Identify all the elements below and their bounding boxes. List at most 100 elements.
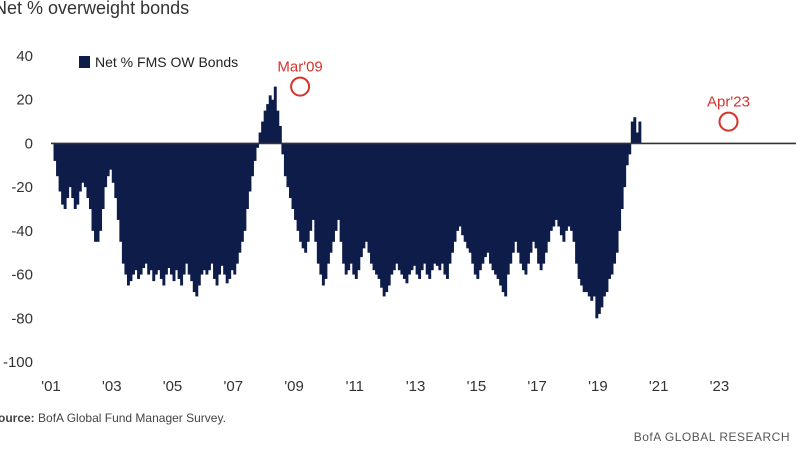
bar [175, 143, 178, 271]
bar [519, 143, 523, 264]
bar [552, 143, 556, 227]
bar [53, 143, 57, 161]
bar [243, 143, 247, 231]
chart-title: Net % overweight bonds [0, 0, 190, 18]
bar [253, 143, 257, 161]
bar [299, 143, 303, 242]
bar [428, 143, 432, 279]
bar [521, 143, 525, 271]
x-tick-label: '19 [588, 378, 608, 395]
bar [271, 99, 275, 144]
bar [152, 143, 156, 282]
bar [106, 143, 110, 177]
annotation-circle [290, 76, 311, 97]
bar [321, 143, 325, 286]
bar [430, 143, 434, 271]
bar [382, 143, 386, 297]
bar [149, 143, 153, 271]
bar [329, 143, 333, 253]
bar [489, 143, 492, 264]
bar [104, 143, 108, 188]
bar [587, 143, 591, 297]
bar [83, 143, 87, 188]
bar [261, 121, 265, 144]
x-tick-label: '05 [163, 378, 183, 395]
bar [572, 143, 576, 242]
y-tick-label: 20 [16, 92, 33, 109]
bar [289, 143, 292, 199]
bar [197, 143, 201, 286]
y-tick-label: -100 [3, 354, 33, 371]
bar [491, 143, 495, 271]
bar [628, 143, 632, 155]
bar [435, 143, 439, 266]
bar [445, 143, 449, 279]
bar [372, 143, 376, 271]
bar [134, 143, 138, 271]
bar [423, 143, 427, 264]
bar [132, 143, 135, 275]
x-tick-label: '13 [406, 378, 426, 395]
bar [283, 143, 287, 177]
bar [402, 143, 406, 279]
bar [638, 121, 642, 144]
bar [56, 143, 59, 177]
bar [499, 143, 503, 286]
bar [207, 143, 211, 271]
bar [387, 143, 391, 286]
bar [167, 143, 171, 269]
bar [258, 132, 262, 144]
y-tick-label: 0 [25, 135, 33, 152]
bar [195, 143, 199, 297]
bar [585, 143, 589, 293]
bar [509, 143, 513, 264]
bar [334, 143, 338, 231]
bar [582, 143, 586, 293]
bar [544, 143, 548, 253]
bar [380, 143, 384, 288]
bar [220, 143, 224, 266]
x-tick-label: '07 [224, 378, 244, 395]
x-tick-label: '01 [41, 378, 61, 395]
bar [534, 143, 538, 249]
bar [142, 143, 146, 269]
annotation-label: Apr'23 [707, 94, 750, 111]
bar [357, 143, 361, 271]
bar [468, 143, 472, 253]
bar [496, 143, 500, 279]
bar [116, 143, 120, 220]
bar [111, 143, 115, 183]
bar [245, 143, 249, 209]
bar [286, 143, 290, 188]
bar [94, 143, 97, 242]
bar [281, 143, 285, 155]
bar [170, 143, 173, 275]
bar [147, 143, 151, 275]
bar [539, 143, 543, 271]
bar [276, 110, 280, 144]
bar [99, 143, 103, 231]
bar [605, 143, 609, 293]
bar [182, 143, 186, 275]
bar [433, 143, 437, 264]
bar [367, 143, 371, 253]
bar [159, 143, 163, 279]
bar [121, 143, 125, 264]
annotation-circle [718, 111, 739, 132]
bar [570, 143, 573, 231]
bar [420, 143, 424, 271]
x-axis: '01 '03 '05 '07 '09 '11 '13 '15 '17 '19 '21 '23 [41, 378, 729, 395]
bar [137, 143, 141, 279]
bar [463, 143, 467, 242]
bar [238, 143, 242, 253]
bar [602, 143, 606, 297]
bar [438, 143, 442, 271]
bar [633, 117, 637, 144]
bar [109, 143, 113, 170]
bar [600, 143, 604, 308]
bar [440, 143, 444, 264]
bar [506, 143, 510, 275]
bar [458, 143, 462, 227]
bar [451, 143, 454, 253]
bar [516, 143, 520, 253]
